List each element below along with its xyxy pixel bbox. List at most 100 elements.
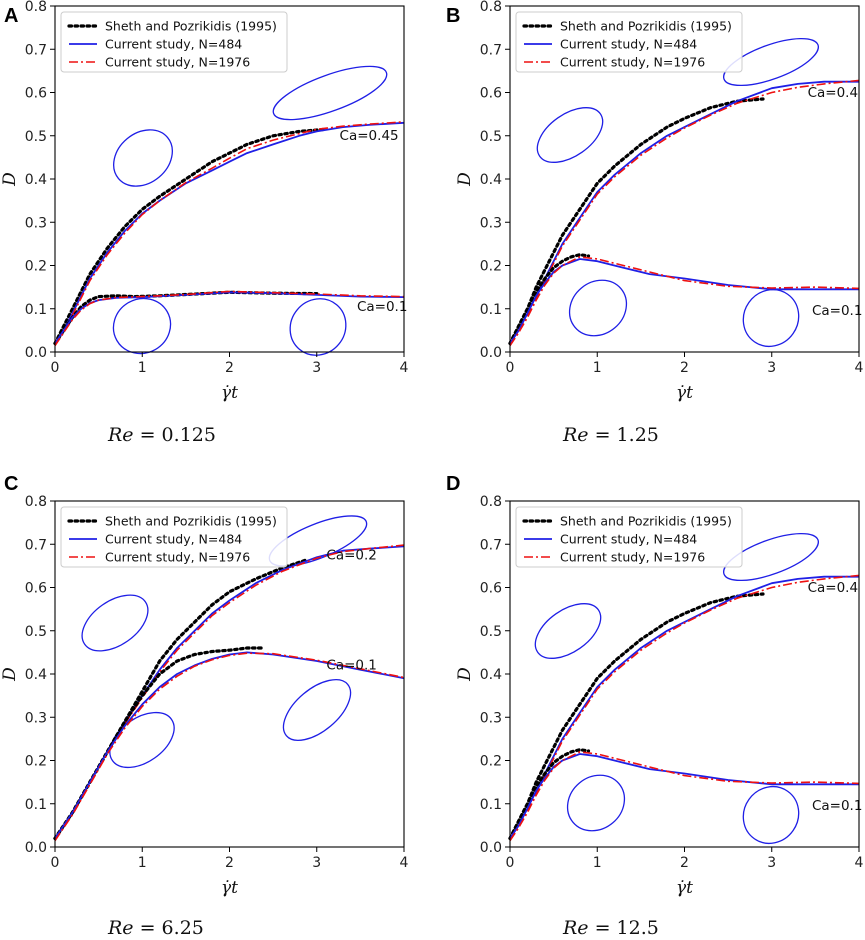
- y-tick-label: 0.5: [480, 624, 502, 640]
- x-tick-label: 1: [593, 360, 602, 376]
- x-axis-label: γ̇t: [676, 878, 693, 898]
- reference-curve: [508, 253, 591, 345]
- fine-mesh-curve: [509, 79, 860, 346]
- reference-curve: [53, 127, 328, 345]
- legend-entry: Sheth and Pozrikidis (1995): [105, 19, 277, 34]
- y-tick-label: 0.8: [480, 494, 502, 510]
- x-tick-label: 2: [225, 855, 234, 871]
- coarse-mesh-curve: [509, 258, 859, 344]
- y-tick-label: 0.4: [480, 667, 502, 683]
- droplet-shape: [742, 785, 800, 845]
- reference-curve: [53, 646, 266, 841]
- x-tick-label: 0: [51, 360, 60, 376]
- panel-c: Ca=0.2 Ca=0.1 0 1 2 3 4 0.0 0.1 0.2 0.3 0.4 0.5 0.6 0.…: [0, 473, 409, 939]
- legend-box: [60, 506, 288, 568]
- re-symbol: Re: [562, 424, 589, 446]
- ca-annotation: Ca=0.4: [808, 580, 858, 596]
- y-tick-label: 0.8: [25, 494, 47, 510]
- fine-mesh-curve: [509, 256, 860, 346]
- x-tick-label: 4: [855, 360, 864, 376]
- x-tick-label: 3: [312, 360, 321, 376]
- legend-entry: Sheth and Pozrikidis (1995): [105, 514, 277, 529]
- re-symbol: Re: [107, 917, 134, 939]
- y-tick-label: 0.6: [25, 581, 47, 597]
- coarse-mesh-curve: [509, 753, 859, 839]
- y-axis-label: D: [455, 667, 475, 682]
- y-tick-label: 0.2: [25, 259, 47, 275]
- legend-box: [515, 506, 743, 568]
- y-tick-label: 0.3: [480, 710, 502, 726]
- y-tick-label: 0.7: [25, 42, 47, 58]
- ca-annotation: Ca=0.2: [326, 547, 376, 563]
- x-axis-label: γ̇t: [221, 878, 238, 898]
- y-tick-label: 0.6: [25, 86, 47, 102]
- x-tick-label: 0: [51, 855, 60, 871]
- re-symbol: Re: [107, 424, 134, 446]
- fine-mesh-curve: [54, 290, 405, 346]
- y-tick-label: 0.7: [480, 537, 502, 553]
- coarse-mesh-curve: [54, 651, 405, 839]
- reference-curve: [508, 748, 591, 841]
- y-tick-label: 0.1: [25, 302, 47, 318]
- panel-label: B: [446, 5, 460, 27]
- x-tick-label: 4: [400, 360, 409, 376]
- y-tick-label: 0.7: [25, 537, 47, 553]
- y-tick-label: 0.3: [25, 215, 47, 231]
- reference-curve: [53, 557, 310, 841]
- droplet-shape: [112, 297, 172, 355]
- y-tick-label: 0.0: [25, 840, 47, 856]
- legend-entry: Current study, N=484: [105, 532, 242, 547]
- legend-entry: Current study, N=1976: [560, 550, 705, 565]
- y-tick-label: 0.6: [480, 86, 502, 102]
- legend-entry: Sheth and Pozrikidis (1995): [560, 19, 732, 34]
- x-tick-label: 4: [400, 855, 409, 871]
- legend-entry: Current study, N=1976: [105, 550, 250, 565]
- ca-annotation: Ca=0.1: [812, 303, 862, 319]
- legend-entry: Current study, N=1976: [560, 55, 705, 70]
- x-tick-label: 2: [680, 360, 689, 376]
- legend-entry: Sheth and Pozrikidis (1995): [560, 514, 732, 529]
- reference-curve: [508, 592, 765, 841]
- x-tick-label: 3: [312, 855, 321, 871]
- y-axis-label: D: [0, 667, 20, 682]
- coarse-mesh-curve: [509, 80, 859, 344]
- y-tick-label: 0.4: [25, 667, 47, 683]
- x-tick-label: 1: [138, 360, 147, 376]
- droplet-shape: [568, 279, 628, 337]
- ca-annotation: Ca=0.1: [812, 798, 862, 814]
- y-tick-label: 0.8: [25, 0, 47, 15]
- ca-annotation: Ca=0.1: [357, 299, 407, 315]
- x-tick-label: 3: [767, 855, 776, 871]
- fine-mesh-curve: [54, 652, 405, 841]
- x-tick-label: 2: [680, 855, 689, 871]
- fine-mesh-curve: [54, 121, 405, 346]
- x-tick-label: 1: [138, 855, 147, 871]
- x-tick-label: 0: [506, 360, 515, 376]
- legend-box: [60, 11, 288, 73]
- y-tick-label: 0.0: [25, 345, 47, 361]
- droplet-shape: [282, 679, 352, 741]
- coarse-mesh-curve: [54, 291, 405, 344]
- x-tick-label: 2: [225, 360, 234, 376]
- reynolds-caption: Re = 1.25: [562, 424, 659, 446]
- re-value: = 6.25: [134, 917, 204, 939]
- coarse-mesh-curve: [54, 121, 405, 344]
- droplet-shape: [113, 129, 173, 187]
- y-tick-label: 0.5: [480, 129, 502, 145]
- panel-label: A: [4, 5, 18, 27]
- panel-b: Ca=0.4 Ca=0.1 0 1 2 3 4 0.0 0.1 0.2 0.3 0.4 0.5 0.6 0.…: [446, 0, 864, 446]
- droplet-shape: [289, 298, 347, 356]
- y-axis-label: D: [455, 172, 475, 187]
- droplet-shape: [742, 288, 800, 348]
- ca-annotation: Ca=0.1: [326, 658, 376, 674]
- re-value: = 0.125: [134, 424, 216, 446]
- y-tick-label: 0.2: [25, 754, 47, 770]
- y-tick-label: 0.7: [480, 42, 502, 58]
- coarse-mesh-curve: [509, 575, 859, 839]
- reference-curve: [508, 97, 765, 345]
- x-axis-label: γ̇t: [221, 383, 238, 403]
- droplet-shape: [536, 107, 604, 163]
- legend-entry: Current study, N=484: [105, 37, 242, 52]
- ca-annotation: Ca=0.45: [340, 128, 399, 144]
- legend-entry: Current study, N=484: [560, 532, 697, 547]
